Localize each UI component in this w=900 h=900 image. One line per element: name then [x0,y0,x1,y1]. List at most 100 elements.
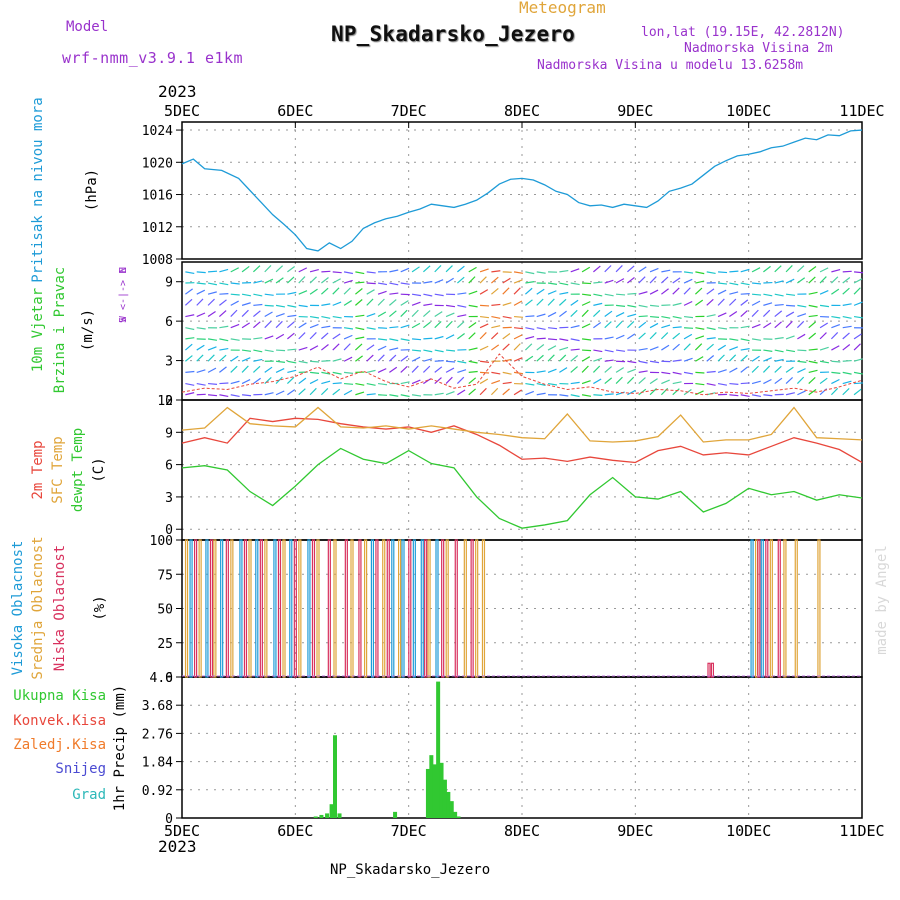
wind-arrow [298,267,308,273]
wind-arrow [797,390,806,396]
wind-arrow [355,327,365,331]
x-tick-label-bottom: 11DEC [839,822,884,840]
precip-legend-item: Snijeg [55,761,106,777]
wind-arrow [763,357,772,362]
y-tick-label: 1024 [142,124,173,139]
y-tick-label: 0 [165,394,173,409]
wind-arrow [797,368,806,373]
wind-arrow [638,332,646,340]
wind-arrow [751,267,761,273]
wind-arrow [219,299,227,306]
wind-arrow [389,394,399,397]
wind-arrow [513,287,521,295]
wind-arrow [762,309,771,317]
wind-arrow [389,299,397,306]
cloud-bar [259,539,263,678]
precip-legend-item: Grad [72,787,106,803]
wind-arrow [423,310,431,317]
wind-arrow [513,271,524,274]
wind-arrow [468,332,476,340]
wind-arrow [785,392,795,396]
wind-arrow [241,302,251,306]
cloud-bar [327,539,331,678]
cloud-bar [239,539,243,678]
wind-arrow [570,268,580,273]
wind-arrow [785,278,795,284]
cloud-bar [370,539,374,678]
wind-arrow [548,338,558,341]
wind-arrow [252,365,261,373]
cloud-bar [311,539,316,678]
precip-bar [337,813,342,818]
wind-arrow [854,382,864,385]
wind-arrow [808,389,817,396]
wind-arrow [468,266,477,273]
wind-arrow [298,388,306,396]
panel-frame [181,121,863,260]
wind-arrow [321,277,329,284]
cloud-bar [298,539,302,678]
y-tick-label: 1012 [142,221,173,236]
y-tick-label: 4.6 [150,671,173,686]
wind-arrow [185,327,195,331]
wind-arrow [649,332,657,340]
wind-arrow [536,271,546,274]
wind-arrow [241,365,249,373]
wind-arrow [660,332,669,340]
wind-arrow [661,344,670,351]
wind-arrow [502,343,510,351]
wind-arrow [808,321,816,329]
wind-arrow [275,368,285,373]
y-tick-label: 1020 [142,156,173,171]
wind-arrow [615,367,625,373]
wind-arrow [615,311,625,318]
wind-arrow [457,369,467,373]
cloud-bar [350,539,354,678]
cloud-bar [220,539,224,678]
wind-arrow [831,371,841,374]
wind-arrow [774,349,784,353]
wind-arrow [808,276,816,284]
wind-arrow [831,269,841,273]
wind-arrow [842,371,852,375]
wind-arrow [219,338,229,342]
wind-arrow [332,388,341,396]
wind-arrow [321,380,331,385]
wind-arrow [774,293,784,297]
temp-line-1 [181,406,863,443]
wind-arrow [627,313,637,318]
wind-arrow [615,265,623,273]
wind-arrow [740,338,750,342]
precip-bar [313,816,318,818]
wind-arrow [808,304,818,308]
wind-arrow [388,354,397,362]
wind-arrow [309,387,317,396]
wind-arrow [808,291,818,295]
wind-arrow [423,358,433,362]
cloud-bar [481,539,486,678]
wind-arrow [445,367,455,373]
wind-arrow [581,394,592,397]
cloud-bar [769,539,773,678]
wind-arrow [468,370,478,373]
wind-arrow [378,394,388,396]
wind-arrow [853,278,863,284]
wind-arrow [774,358,784,362]
wind-arrow [400,381,410,385]
wind-arrow [615,304,626,307]
wind-arrow [695,390,704,396]
wind-arrow [660,387,669,396]
wind-arrow [706,271,716,275]
wind-arrow [264,278,274,284]
wind-arrow [626,321,635,329]
wind-arrow [253,310,261,318]
wind-arrow [196,354,204,362]
wind-arrow [309,323,319,329]
wind-arrow [581,380,591,385]
wind-arrow [366,344,375,351]
wind-arrow [343,334,353,340]
cloud-bar [375,539,379,678]
cloud-bar [364,539,368,678]
wind-arrow [718,271,728,274]
cloud-bar [293,539,297,678]
